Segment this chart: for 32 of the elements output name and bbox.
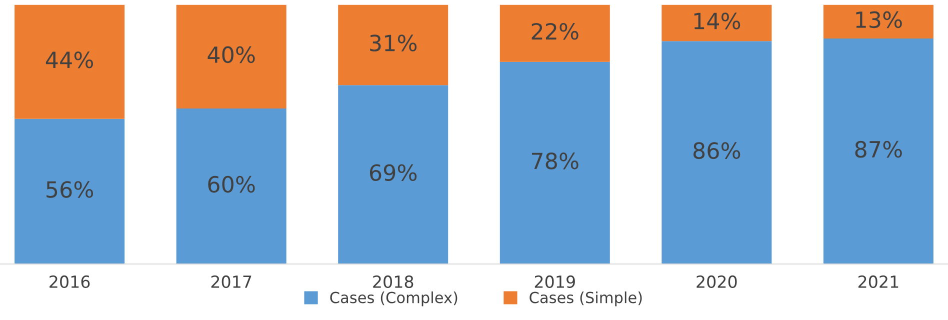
data-label: 40% [208, 46, 255, 64]
data-label: 14% [694, 12, 740, 30]
data-label: 13% [856, 11, 902, 28]
x-tick-label: 2017 [211, 275, 252, 288]
legend-label: Cases (Simple) [530, 291, 642, 306]
bar [14, 118, 125, 264]
bar [500, 62, 610, 264]
data-label: 22% [532, 22, 578, 40]
data-label: 60% [208, 176, 255, 193]
bar [823, 38, 934, 264]
bar [662, 4, 772, 42]
bar [500, 4, 610, 62]
data-label: 78% [532, 152, 578, 170]
data-label: 56% [46, 181, 94, 198]
x-tick-label: 2019 [534, 275, 575, 288]
data-label: 31% [370, 34, 417, 52]
data-label: 69% [370, 164, 417, 182]
data-label: 87% [855, 140, 902, 158]
bar [176, 108, 286, 264]
x-tick-label: 2018 [373, 275, 414, 288]
bar [662, 41, 772, 264]
x-tick-label: 2020 [696, 275, 737, 288]
bar [338, 85, 448, 264]
bar [338, 4, 448, 86]
legend-label: Cases (Complex) [330, 291, 458, 306]
x-tick-label: 2021 [858, 275, 898, 288]
bar [14, 4, 125, 119]
bar [823, 4, 934, 38]
data-label: 44% [46, 51, 94, 68]
bar [176, 4, 286, 108]
x-tick-label: 2016 [50, 275, 90, 288]
data-label: 86% [693, 142, 740, 159]
